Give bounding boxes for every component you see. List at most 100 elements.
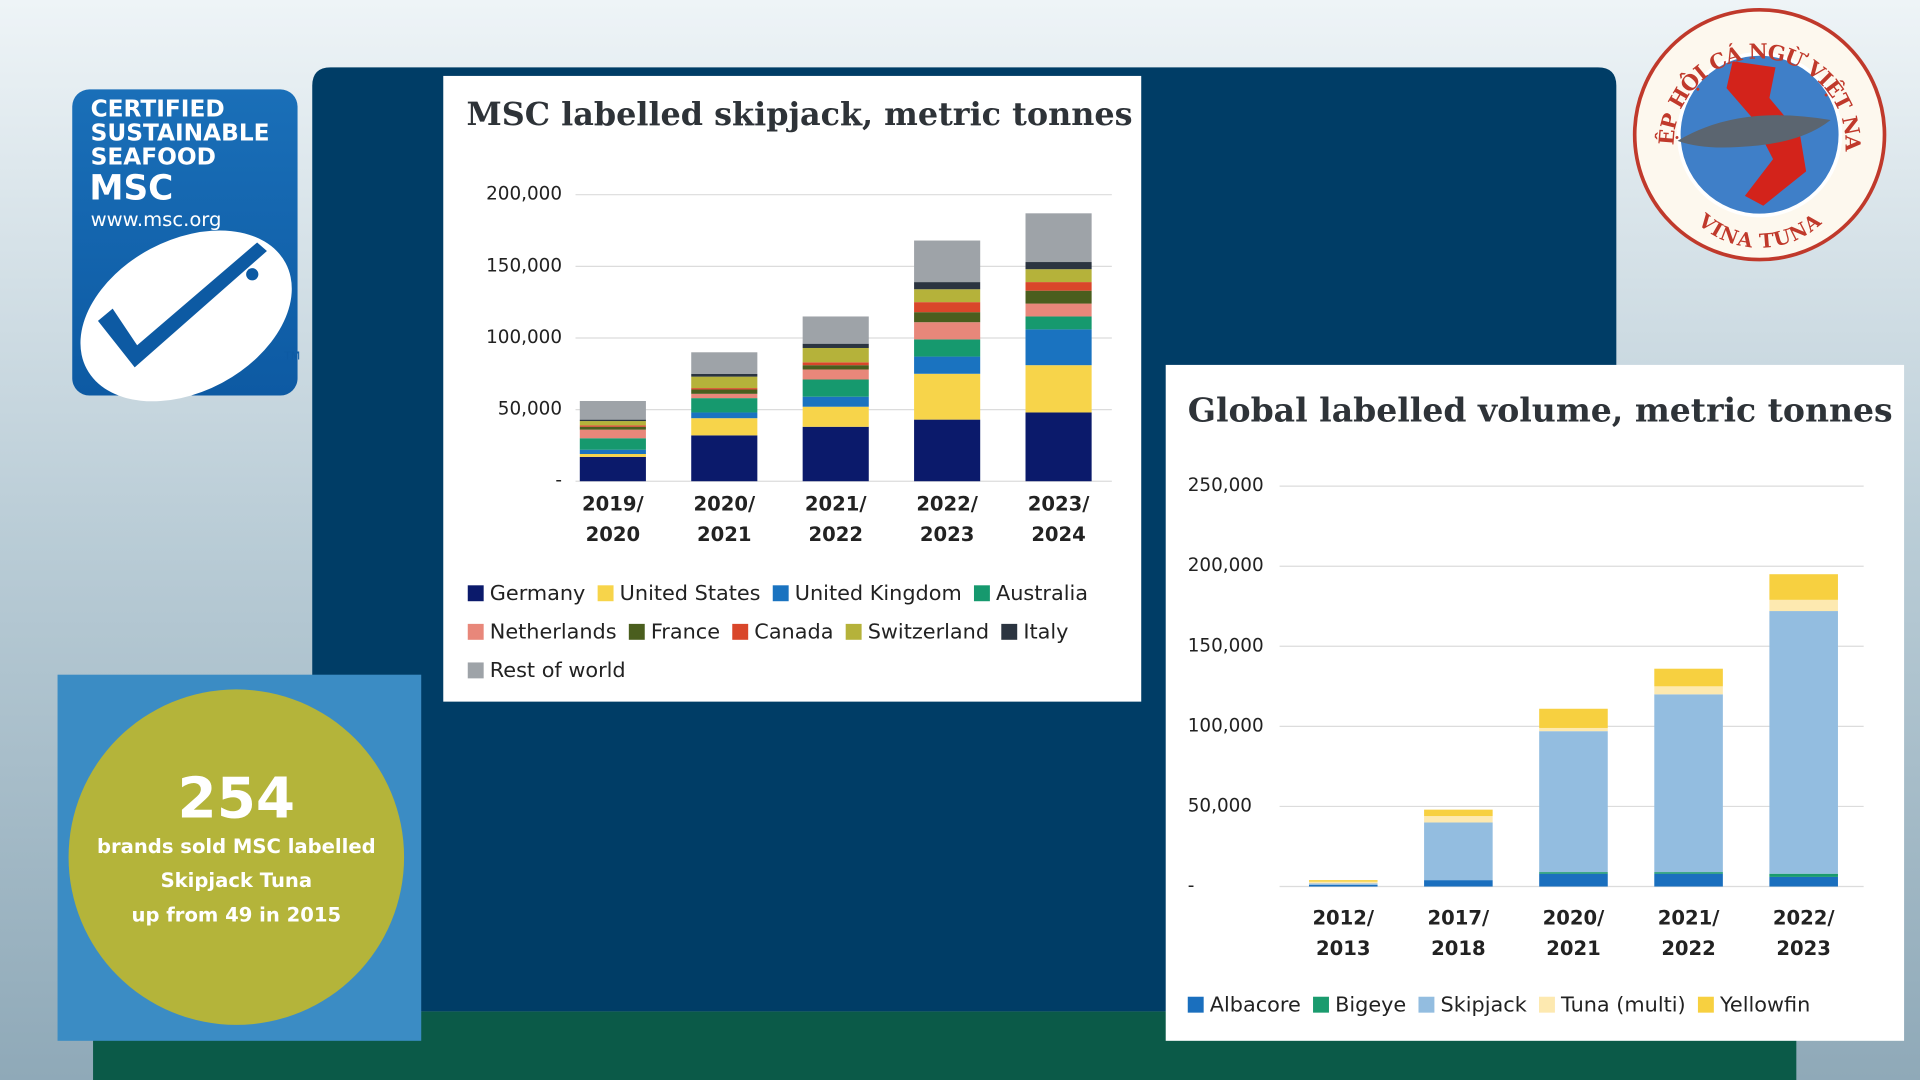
legend-label: United States: [620, 581, 761, 605]
bar-segment: [579, 426, 646, 430]
legend-label: Bigeye: [1335, 992, 1406, 1016]
bar-segment: [1308, 884, 1378, 887]
x-tick-line: 2020: [586, 523, 640, 546]
y-tick-label: 250,000: [1188, 475, 1264, 496]
bar-segment: [914, 373, 981, 420]
bar-segment: [1654, 694, 1723, 873]
legend-swatch: [597, 585, 614, 602]
legend-swatch: [467, 662, 484, 679]
legend-swatch: [1313, 996, 1329, 1013]
msc-line: CERTIFIED: [91, 96, 225, 123]
x-tick-line: 2023: [920, 523, 974, 546]
bar-segment: [1424, 880, 1493, 887]
legend-label: Germany: [490, 581, 586, 605]
x-tick-line: 2022: [808, 523, 863, 546]
bar-segment: [802, 369, 869, 380]
chart-title: MSC labelled skipjack, metric tonnes: [467, 95, 1133, 133]
legend-swatch: [628, 623, 645, 640]
bar-segment: [691, 373, 758, 377]
x-tick-line: 2021: [697, 523, 752, 546]
bar-segment: [1769, 876, 1838, 887]
legend-swatch: [732, 623, 749, 640]
bar-segment: [914, 419, 981, 482]
badge-line: brands sold MSC labelled: [97, 835, 376, 858]
bar-segment: [579, 454, 646, 457]
badge-circle: [68, 689, 405, 1025]
legend-label: United Kingdom: [795, 581, 962, 605]
bar-segment: [1025, 290, 1092, 304]
legend-swatch: [772, 585, 789, 602]
msc-brand: MSC: [89, 168, 173, 208]
bar-segment: [579, 438, 646, 450]
legend-swatch: [1418, 996, 1435, 1013]
legend-swatch: [845, 623, 862, 640]
bar-segment: [691, 435, 758, 482]
legend-label: Australia: [996, 581, 1088, 605]
bar-segment: [802, 396, 869, 407]
bar-segment: [1424, 809, 1493, 817]
bar-segment: [579, 429, 646, 439]
y-tick-label: -: [1188, 876, 1195, 897]
legend-swatch: [1001, 623, 1018, 640]
legend-label: Albacore: [1210, 992, 1301, 1016]
x-tick-line: 2021/: [805, 492, 867, 515]
bar-segment: [1539, 727, 1608, 732]
bar-segment: [1025, 303, 1092, 317]
legend-label: Tuna (multi): [1560, 992, 1686, 1016]
x-tick-line: 2022/: [1773, 906, 1835, 929]
bar-segment: [914, 322, 981, 340]
bar-segment: [802, 426, 869, 482]
legend-swatch: [1539, 996, 1555, 1013]
legend-label: Canada: [754, 619, 833, 643]
x-tick-line: 2021: [1546, 936, 1601, 959]
badge-number: 254: [178, 767, 296, 832]
bar-segment: [1769, 873, 1838, 877]
x-tick-label: 2022/2023: [1773, 906, 1835, 960]
legend-label: Rest of world: [490, 658, 626, 682]
x-tick-label: 2020/2021: [693, 492, 755, 546]
x-tick-label: 2012/2013: [1312, 906, 1374, 960]
bar-segment: [802, 347, 869, 363]
y-tick-label: 100,000: [1188, 715, 1264, 736]
msc-tm: TM: [283, 349, 300, 362]
msc-line: SUSTAINABLE: [91, 120, 270, 147]
vina-fish: [1677, 115, 1831, 148]
msc-logo-text: CERTIFIEDSUSTAINABLESEAFOODMSCwww.msc.or…: [89, 96, 300, 363]
bar-segment: [691, 376, 758, 389]
bar-segment: [1769, 599, 1838, 612]
y-tick-label: 50,000: [498, 399, 562, 420]
bar-segment: [802, 362, 869, 366]
bar-segment: [802, 406, 869, 427]
bar-segment: [802, 343, 869, 348]
bar-segment: [802, 365, 869, 370]
chart-card: [443, 75, 1142, 702]
bar-segment: [1308, 883, 1378, 885]
bar-segment: [579, 400, 646, 420]
bar-segment: [691, 352, 758, 374]
x-tick-line: 2022/: [916, 492, 978, 515]
y-tick-label: -: [555, 470, 562, 491]
bar-segment: [914, 289, 981, 303]
x-tick-label: 2017/2018: [1428, 906, 1490, 960]
bar-segment: [691, 388, 758, 390]
bar-segment: [1539, 872, 1608, 874]
bar-segment: [579, 419, 646, 422]
bar-segment: [1025, 262, 1092, 270]
x-tick-line: 2017/: [1428, 906, 1490, 929]
legend-label: Switzerland: [868, 619, 989, 643]
x-tick-label: 2019/2020: [582, 492, 644, 546]
x-tick-line: 2020/: [693, 492, 755, 515]
msc-check: [97, 242, 267, 368]
bar-segment: [1769, 574, 1838, 600]
badge-line: up from 49 in 2015: [132, 903, 342, 926]
bar-segment: [579, 456, 646, 482]
legend-label: Netherlands: [490, 619, 617, 643]
bar-segment: [1539, 873, 1608, 887]
bar-segment: [914, 356, 981, 374]
x-tick-label: 2021/2022: [1658, 906, 1720, 960]
legend-swatch: [467, 585, 484, 602]
legend-label: Skipjack: [1441, 992, 1527, 1016]
bar-segment: [691, 393, 758, 399]
x-tick-label: 2022/2023: [916, 492, 978, 546]
